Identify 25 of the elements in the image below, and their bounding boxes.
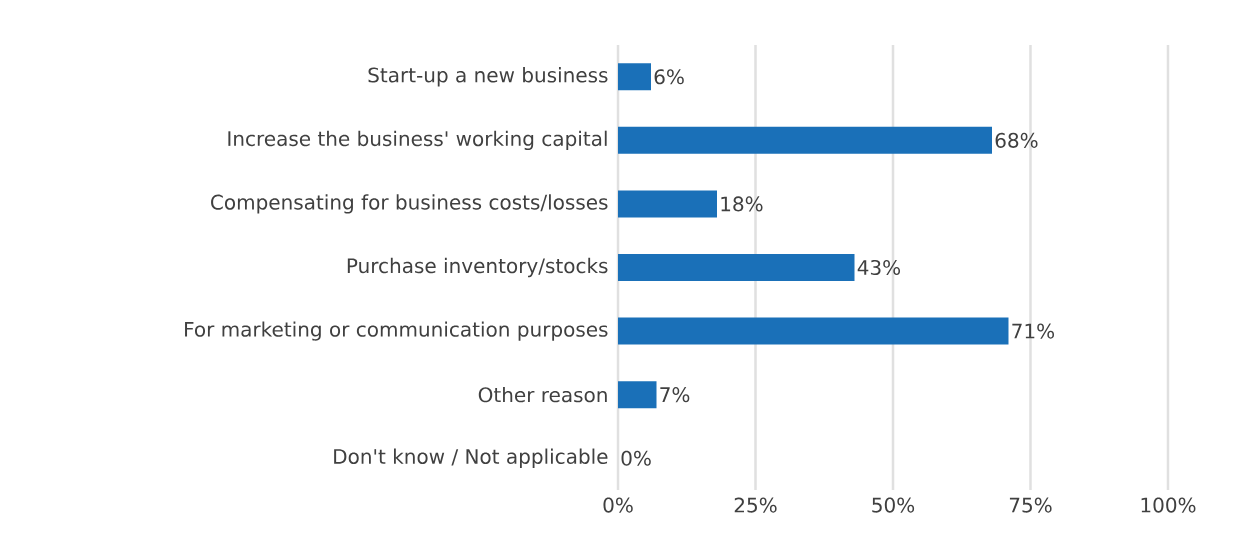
x-tick-label: 25% [734,497,777,513]
y-tick-label: Don't know / Not applicable [334,448,608,468]
data-label: 68% [995,132,1038,148]
y-tick-label: For marketing or communication purposes [185,321,608,341]
y-tick-label: Purchase inventory/stocks [347,257,608,278]
data-label: 7% [660,387,690,403]
x-tick-label: 0% [603,497,633,513]
bar [618,381,657,409]
bar [618,317,1009,345]
data-label: 0% [621,450,651,466]
bar [618,126,992,154]
y-tick-label: Increase the business' working capital [228,130,607,151]
x-tick-label: 75% [1009,497,1052,513]
x-tick-label: 50% [872,497,915,513]
y-tick-label: Start-up a new business [368,67,608,87]
y-tick-label: Compensating for business costs/losses [211,194,608,214]
bar [618,190,717,218]
x-tick-label: 100% [1141,497,1196,513]
data-label: 18% [721,196,763,212]
bar [618,253,855,281]
data-label: 43% [857,259,901,276]
data-label: 71% [1012,323,1055,339]
data-label: 6% [654,69,684,85]
bar [618,63,651,91]
y-tick-label: Other reason [478,386,607,403]
